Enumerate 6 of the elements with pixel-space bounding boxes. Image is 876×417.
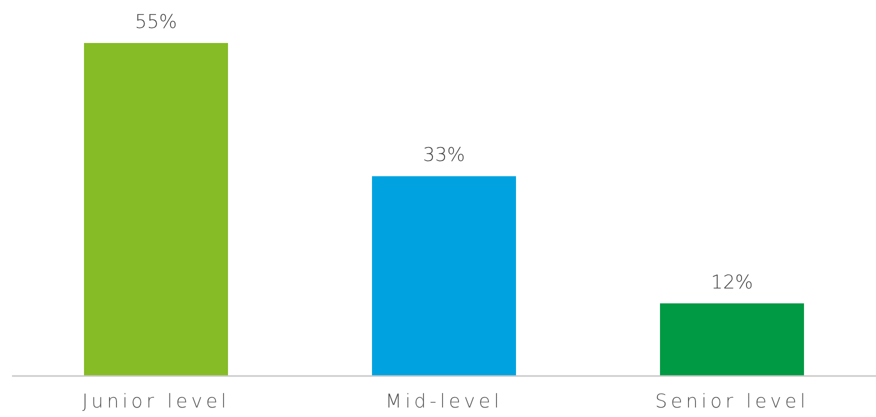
data-label: 33%: [422, 144, 466, 166]
x-tick-label: Mid-level: [385, 390, 503, 412]
x-tick-label: Senior level: [655, 390, 809, 412]
data-label: 12%: [710, 271, 754, 294]
data-label: 55%: [134, 11, 178, 33]
x-tick-label: Junior level: [82, 390, 230, 412]
